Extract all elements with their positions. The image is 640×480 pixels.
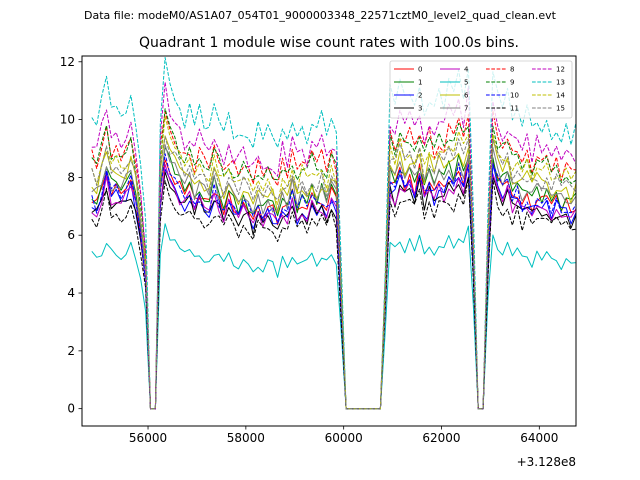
legend-label-12: 12 [556, 66, 565, 74]
x-tick-label: 58000 [227, 431, 265, 445]
series-line-10 [91, 153, 576, 410]
y-tick-label: 8 [67, 170, 75, 184]
legend-label-9: 9 [510, 79, 514, 87]
legend-label-14: 14 [556, 92, 565, 100]
legend-label-6: 6 [464, 92, 469, 100]
figure-suptitle: Data file: modeM0/AS1A07_054T01_90000033… [84, 9, 556, 22]
axes-frame [81, 55, 577, 427]
legend-box [389, 60, 573, 119]
x-tick-label: 56000 [129, 431, 167, 445]
legend-label-15: 15 [556, 105, 565, 113]
series-line-5 [91, 223, 576, 410]
y-tick-label: 10 [60, 113, 75, 127]
legend-label-5: 5 [464, 79, 468, 87]
legend-label-1: 1 [418, 79, 422, 87]
legend-label-0: 0 [418, 66, 422, 74]
y-tick-label: 6 [67, 228, 75, 242]
x-tick-label: 64000 [520, 431, 558, 445]
series-layer [91, 57, 576, 410]
y-tick-label: 2 [67, 344, 75, 358]
legend-label-2: 2 [418, 92, 422, 100]
x-tick-label: 60000 [325, 431, 363, 445]
legend-label-4: 4 [464, 66, 469, 74]
y-tick-label: 4 [67, 286, 75, 300]
y-tick-label: 12 [60, 55, 75, 69]
legend-label-11: 11 [510, 105, 519, 113]
series-line-12 [91, 81, 576, 410]
x-offset-label: +3.128e8 [517, 455, 576, 469]
axis-layer: 56000 58000 60000 62000 64000024681012+3.128… [60, 55, 576, 469]
x-tick-label: 62000 [422, 431, 460, 445]
legend-label-10: 10 [510, 92, 519, 100]
chart-title: Quadrant 1 module wise count rates with … [139, 35, 519, 51]
legend-label-7: 7 [464, 105, 468, 113]
series-line-0 [91, 154, 576, 410]
series-line-14 [91, 116, 576, 410]
series-line-15 [91, 136, 576, 410]
legend-label-13: 13 [556, 79, 565, 87]
legend-label-3: 3 [418, 105, 422, 113]
y-tick-label: 0 [67, 402, 75, 416]
legend-label-8: 8 [510, 66, 514, 74]
series-line-11 [91, 177, 576, 410]
